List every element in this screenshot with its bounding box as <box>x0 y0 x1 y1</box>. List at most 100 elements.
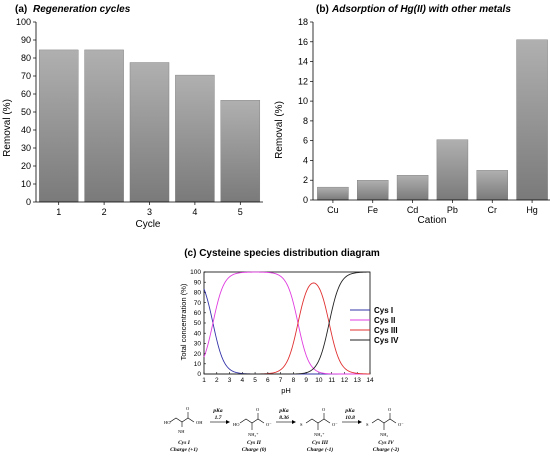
panel-c-axes: 1 2 3 4 5 6 7 8 9 10 11 12 13 14010203040506070809010… <box>190 269 374 384</box>
species-1-name: Cys I <box>178 440 191 446</box>
panel-a-bars <box>38 49 261 203</box>
panel-c-xtick-label: 4 <box>240 377 244 384</box>
panel-b-ytick-label: 2 <box>303 175 308 185</box>
panel-c-ytick-label: 40 <box>194 330 202 337</box>
panel-c-xtick-label: 13 <box>354 377 362 384</box>
panel-b-ytick-label: 4 <box>303 155 308 165</box>
cys-i-ho-label: HO <box>164 420 171 425</box>
legend-label-cys-3: Cys III <box>374 326 398 335</box>
panel-b-bar <box>436 139 469 201</box>
panel-c-lines <box>203 271 371 375</box>
panel-c-xtick-label: 2 <box>215 377 219 384</box>
species-1-charge: Charge (+1) <box>170 446 198 453</box>
panel-a-ytick-label: 30 <box>21 143 31 153</box>
panel-c-ylabel: Total concentration (%) <box>179 283 188 360</box>
panel-b-bars <box>317 39 548 201</box>
panel-a-bar <box>38 49 79 203</box>
panel-c-frame <box>203 271 371 375</box>
panel-c-xtick-label: 9 <box>304 377 308 384</box>
panel-a-ytick-label: 60 <box>21 89 31 99</box>
cys-iii-o-label: O <box>322 407 326 412</box>
panel-b-axes: Cu Fe Cd Pb Cr Hg 0 2 4 6 8 10 12 14 16 18 <box>298 17 550 215</box>
panel-b-ytick-label: 16 <box>298 37 308 47</box>
panel-c-ytick-label: 90 <box>194 279 202 286</box>
panel-b-bar <box>516 39 548 201</box>
legend-label-cys-1: Cys I <box>374 306 393 315</box>
panel-a-ytick-label: 50 <box>21 107 31 117</box>
cys-iii-nh-label: NH₃⁺ <box>314 432 325 437</box>
step-3-value: 10.8 <box>345 415 355 421</box>
panel-c-ytick-label: 30 <box>194 341 202 348</box>
panel-b-xlabel: Cation <box>418 215 447 226</box>
panel-a-xlabel: Cycle <box>135 219 160 230</box>
panel-c-ytick-label: 20 <box>194 351 202 358</box>
panel-b-bar <box>357 180 389 201</box>
panel-a-bar <box>84 49 124 203</box>
cys-iv-o-minus-label: O⁻ <box>398 422 404 427</box>
panel-c-ytick-label: 70 <box>194 300 202 307</box>
panel-a-title: Regeneration cycles <box>33 4 131 15</box>
scheme-arrowheads <box>226 420 362 424</box>
legend-label-cys-4: Cys IV <box>374 336 399 345</box>
panel-c-xtick-label: 14 <box>366 377 374 384</box>
panel-b-ylabel: Removal (%) <box>274 101 285 159</box>
cys-i-structure <box>169 412 195 427</box>
panel-a-ytick-label: 100 <box>16 17 31 27</box>
panel-b-xtick-label: Hg <box>526 205 538 215</box>
panel-c-ytick-label: 100 <box>190 269 201 276</box>
panel-c-ytick-label: 80 <box>194 290 202 297</box>
panel-c-xtick-label: 3 <box>228 377 232 384</box>
cys-i-oh-label: OH <box>196 420 203 425</box>
cys-iv-s-label: S <box>366 422 369 427</box>
step-1-label: pKa <box>212 408 222 414</box>
step-2-label: pKa <box>278 408 288 414</box>
species-2-charge: Charge (0) <box>242 446 267 453</box>
panel-c-xtick-label: 1 <box>202 377 206 384</box>
panel-a-bar <box>129 62 170 203</box>
panel-a-xtick-label: 4 <box>192 207 197 217</box>
panel-a-xtick-label: 3 <box>147 207 152 217</box>
step-3-label: pKa <box>344 408 354 414</box>
cys-iv-nh-label: NH₂ <box>380 432 388 437</box>
panel-a-ytick-label: 80 <box>21 53 31 63</box>
panel-a-xtick-label: 1 <box>56 207 61 217</box>
cys-ii-ho-label: HO <box>233 422 240 427</box>
cys-i-nh-label: NH <box>178 429 185 434</box>
panel-b-title: Adsorption of Hg(II) with other metals <box>331 4 511 15</box>
panel-c-xtick-label: 10 <box>315 377 323 384</box>
panel-a-xtick-label: 2 <box>102 207 107 217</box>
series-line-cys-3 <box>204 282 371 375</box>
cys-iii-o-minus-label: O⁻ <box>332 422 338 427</box>
panel-a-title-prefix: (a) <box>15 4 27 15</box>
series-line-cys-4 <box>204 271 371 375</box>
panel-c-xtick-label: 6 <box>266 377 270 384</box>
panel-a-bar <box>220 100 261 203</box>
species-4-charge: Charge (-2) <box>373 446 400 453</box>
cys-ii-o-label: O <box>256 407 260 412</box>
panel-b-ytick-label: 12 <box>298 76 308 86</box>
panel-b-bar <box>317 186 349 201</box>
cys-ii-structure <box>239 413 265 430</box>
panel-c-xtick-label: 5 <box>253 377 257 384</box>
species-3-charge: Charge (-1) <box>307 446 334 453</box>
panel-c-ytick-label: 50 <box>194 320 202 327</box>
cys-iv-structure <box>371 413 397 430</box>
species-2-name: Cys II <box>247 440 262 446</box>
cys-iv-o-label: O <box>388 407 392 412</box>
panel-b-xtick-label: Cu <box>327 205 339 215</box>
cys-i-o-label: O <box>186 406 190 411</box>
panel-c-xtick-label: 8 <box>292 377 296 384</box>
panel-c-ytick-label: 0 <box>197 371 201 378</box>
step-1-value: 1.7 <box>215 415 222 421</box>
cys-iii-s-label: S <box>300 422 303 427</box>
panel-b-ytick-label: 10 <box>298 96 308 106</box>
panel-b-ytick-label: 0 <box>303 195 308 205</box>
panel-a-ytick-label: 20 <box>21 161 31 171</box>
panel-c-xtick-label: 11 <box>328 377 335 384</box>
panel-c-xtick-label: 7 <box>279 377 283 384</box>
panel-a: (a) Regeneration cycles Removal (%) Cycl… <box>2 4 263 230</box>
species-4-name: Cys IV <box>378 440 395 446</box>
panel-a-bar <box>175 74 215 203</box>
